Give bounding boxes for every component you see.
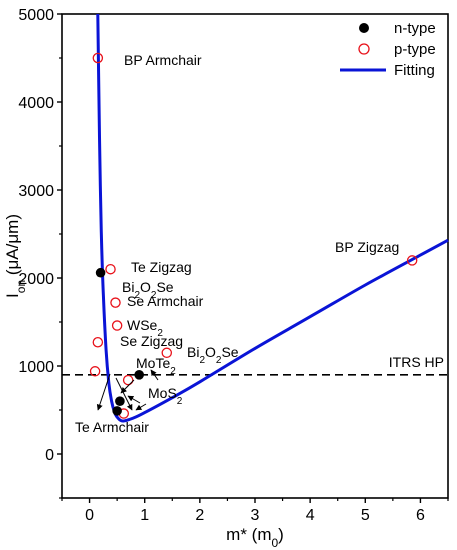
annotation-se-zigzag: Se Zigzag xyxy=(120,333,183,349)
n-type-point xyxy=(134,370,144,380)
p-type-point xyxy=(110,297,121,308)
fitting-curve xyxy=(96,13,449,423)
annotation-te-zigzag: Te Zigzag xyxy=(131,259,192,275)
te-armchair-arrow-2 xyxy=(115,377,133,411)
y-tick-label: 3000 xyxy=(18,183,54,200)
p-type-point xyxy=(89,366,101,377)
p-type-point xyxy=(105,263,116,275)
x-tick-label: 4 xyxy=(306,507,315,524)
n-point-arrow xyxy=(150,369,159,381)
p-type-point xyxy=(406,255,418,266)
annotation-mote2: MoTe2 xyxy=(136,355,176,377)
annotation-se-armchair: Se Armchair xyxy=(127,293,204,309)
mos2-arrow-1 xyxy=(127,395,141,404)
x-tick-label: 3 xyxy=(251,507,260,524)
legend: n-type p-type Fitting xyxy=(340,20,436,79)
x-tick-label: 0 xyxy=(85,507,94,524)
annotation-te-armchair: Te Armchair xyxy=(75,419,149,435)
legend-label: n-type xyxy=(394,20,436,37)
x-tick-label: 1 xyxy=(140,507,149,524)
annotation-bi2o2se-p: Bi2O2Se xyxy=(187,344,239,366)
axis-labels-group: m* (m0) Ion (μA/μm) xyxy=(3,214,284,550)
itrs-hp-label: ITRS HP xyxy=(389,354,444,370)
legend-n-type-marker xyxy=(359,23,369,33)
p-type-point xyxy=(122,374,134,386)
mote2-arrow xyxy=(120,379,135,394)
y-axis-label: Ion (μA/μm) xyxy=(3,214,28,298)
n-type-point xyxy=(112,406,122,416)
n-type-point xyxy=(95,267,106,278)
reference-group: ITRS HP xyxy=(62,354,448,376)
p-type-point xyxy=(111,320,123,331)
annotation-bp-armchair: BP Armchair xyxy=(124,52,202,68)
y-tick-label: 1000 xyxy=(18,359,54,376)
y-tick-label: 0 xyxy=(45,447,54,464)
y-tick-label: 2000 xyxy=(18,271,54,288)
n-type-point xyxy=(115,396,125,407)
legend-label: Fitting xyxy=(394,62,435,79)
points-group xyxy=(89,52,418,419)
annotation-mos2: MoS2 xyxy=(148,385,183,407)
p-type-point xyxy=(161,347,173,359)
fitting-group xyxy=(96,13,449,423)
p-type-point xyxy=(92,52,104,64)
legend-p-type-marker xyxy=(358,43,370,55)
x-tick-label: 2 xyxy=(195,507,204,524)
te-armchair-arrow-1 xyxy=(96,373,111,411)
p-type-point xyxy=(92,336,104,348)
annotation-wse2: WSe2 xyxy=(127,317,163,339)
y-tick-label: 4000 xyxy=(18,95,54,112)
mos2-arrow-2 xyxy=(135,403,147,411)
annotation-bi2o2se-n: Bi2O2Se xyxy=(122,279,174,301)
legend-label: p-type xyxy=(394,41,436,58)
x-axis-label: m* (m0) xyxy=(226,525,284,550)
x-tick-label: 5 xyxy=(361,507,370,524)
annotation-bp-zigzag: BP Zigzag xyxy=(335,239,399,255)
x-tick-label: 6 xyxy=(416,507,425,524)
y-tick-label: 5000 xyxy=(18,7,54,24)
axes-group: 0 1 2 3 4 5 6 0 1000 2000 3000 4000 5000 xyxy=(18,7,449,524)
